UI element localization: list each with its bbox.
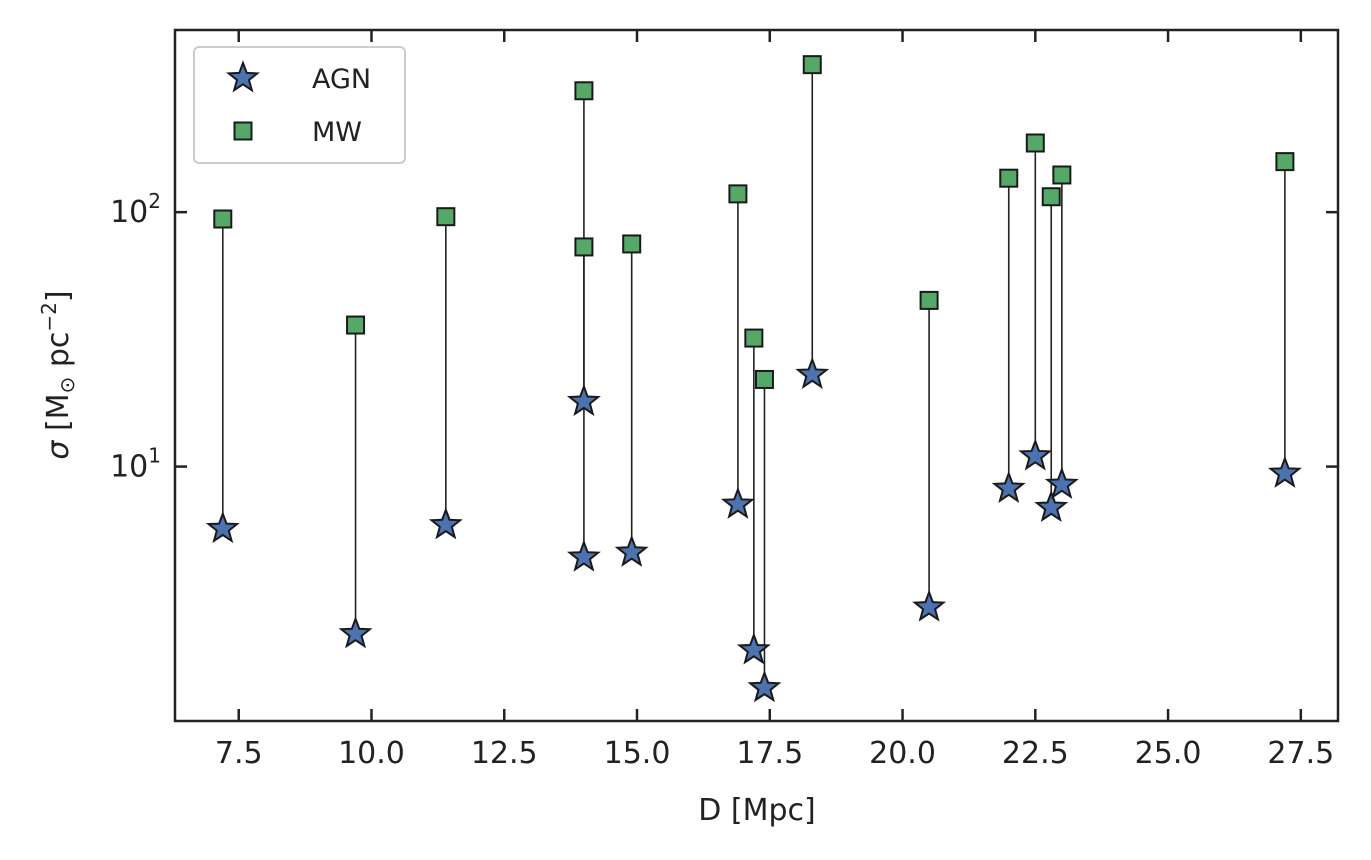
agn-point [991, 470, 1026, 503]
agn-point [720, 486, 755, 519]
legend-box [193, 46, 406, 164]
y-tick-label: 101 [110, 444, 161, 485]
legend-mw-marker [233, 121, 253, 141]
agn-point [205, 510, 240, 544]
mw-point [213, 209, 233, 229]
legend-star-shape [226, 60, 260, 93]
legend-agn-label: AGN [312, 64, 371, 95]
y-axis-label-exp: −2 [37, 302, 61, 331]
agn-point [795, 356, 830, 390]
y-axis-label-sigma: σ [41, 440, 76, 460]
mw-point [1275, 152, 1295, 172]
mw-point [1025, 133, 1045, 153]
agn-point [747, 669, 782, 703]
y-axis-label-close: ] [41, 290, 76, 302]
mw-point [436, 207, 456, 227]
y-tick-label-base: 10 [110, 450, 148, 485]
agn-point [736, 632, 771, 665]
legend-square-shape [233, 121, 253, 141]
x-tick-label: 20.0 [869, 736, 936, 771]
x-axis-label: D [Mpc] [698, 793, 815, 828]
mw-point [1052, 165, 1072, 185]
mw-point [574, 81, 594, 101]
y-axis-label: σ [M⊙ pc−2] [37, 290, 79, 459]
y-axis-label-unit: pc [41, 332, 76, 377]
legend-agn-marker [226, 60, 260, 93]
mw-point [1041, 187, 1061, 207]
y-tick-label-exp: 1 [148, 444, 161, 468]
mw-point [728, 184, 748, 204]
agn-point [566, 383, 601, 417]
y-tick-label-base: 10 [110, 195, 148, 230]
connector-lines [221, 64, 1286, 688]
agn-point [1034, 489, 1069, 523]
agn-point [912, 589, 947, 622]
legend-mw-label: MW [312, 117, 362, 148]
x-tick-label: 15.0 [604, 736, 671, 771]
y-tick-label: 102 [110, 189, 161, 230]
agn-point [566, 539, 601, 572]
mw-point [346, 315, 366, 335]
agn-point [1018, 438, 1053, 471]
y-axis-label-sun: ⊙ [55, 377, 79, 394]
axes: 7.5 10.0 12.5 15.0 17.5 20.0 22.5 25.0 27.510110… [110, 28, 1340, 771]
mw-point [754, 369, 774, 389]
mw-point [999, 168, 1019, 188]
mw-point [622, 234, 642, 254]
y-axis-label-open: [M [41, 393, 76, 440]
agn-point [338, 616, 373, 649]
x-tick-label: 22.5 [1002, 736, 1069, 771]
x-tick-label: 12.5 [471, 736, 538, 771]
x-tick-label: 25.0 [1135, 736, 1202, 771]
y-tick-label-exp: 2 [148, 189, 161, 213]
x-tick-label: 7.5 [215, 736, 263, 771]
mw-point [574, 237, 594, 257]
x-tick-label: 17.5 [736, 736, 803, 771]
agn-point [1044, 466, 1079, 499]
agn-point [428, 507, 463, 540]
x-tick-label: 27.5 [1267, 736, 1334, 771]
mw-point [744, 328, 764, 348]
x-tick-label: 10.0 [338, 736, 405, 771]
mw-point [919, 290, 939, 310]
agn-series [205, 356, 1302, 703]
mw-series [213, 55, 1295, 389]
plot-frame [173, 28, 1340, 723]
agn-point [1267, 455, 1302, 488]
mw-point [802, 55, 822, 75]
agn-point [614, 534, 649, 567]
legend: AGN MW [193, 46, 406, 164]
